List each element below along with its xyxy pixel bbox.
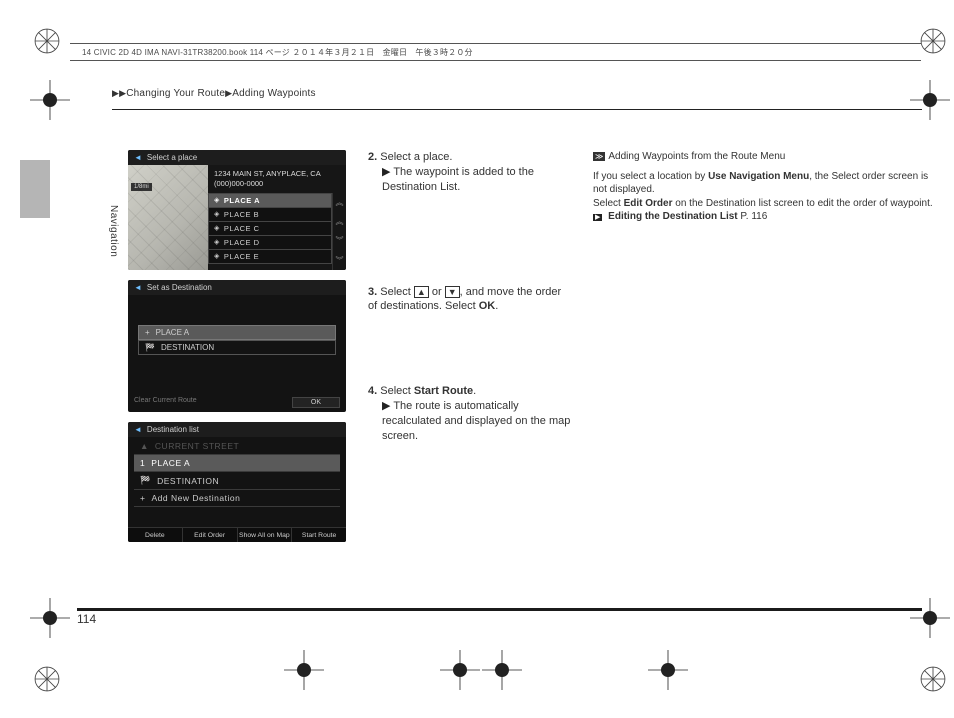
list-item[interactable]: ◈PLACE C <box>208 221 332 235</box>
reg-mark-icon <box>34 28 60 54</box>
section-tab <box>20 160 50 218</box>
list-item[interactable]: 🏁DESTINATION <box>138 340 336 355</box>
section-side-label: Navigation <box>108 205 119 257</box>
back-icon: ◄ <box>134 283 142 292</box>
edit-order-button[interactable]: Edit Order <box>183 528 238 542</box>
screenshot-destination-list: ◄Destination list ▲CURRENT STREET 1PLACE… <box>128 422 346 542</box>
list-item[interactable]: +Add New Destination <box>134 490 340 507</box>
clear-route-button[interactable]: Clear Current Route <box>134 397 197 408</box>
crosshair-icon <box>910 598 950 638</box>
step-2: 2. Select a place. ▶ The waypoint is add… <box>368 150 573 195</box>
list-item[interactable]: +PLACE A <box>138 325 336 340</box>
crosshair-icon <box>30 80 70 120</box>
breadcrumb: ▶▶Changing Your Route▶Adding Waypoints <box>112 88 922 110</box>
map-scale: 1/8mi <box>131 183 152 191</box>
crosshair-icon <box>648 650 688 690</box>
book-header: 14 CIVIC 2D 4D IMA NAVI-31TR38200.book 1… <box>70 43 921 61</box>
selected-address: 1234 MAIN ST, ANYPLACE, CA (000)000-0000 <box>208 165 346 193</box>
crosshair-icon <box>482 650 522 690</box>
step-3: 3. Select ▲ or ▼, and move the order of … <box>368 285 573 315</box>
list-item[interactable]: ◈PLACE B <box>208 207 332 221</box>
side-note: ≫Adding Waypoints from the Route Menu If… <box>593 150 933 542</box>
step-4: 4. Select Start Route. ▶ The route is au… <box>368 384 573 443</box>
reg-mark-icon <box>920 666 946 692</box>
page-number: 114 <box>77 612 96 626</box>
scroll-down-icon[interactable]: ︾ <box>332 251 346 270</box>
place-list: ◈PLACE A ◈PLACE B ◈PLACE C ◈PLACE D ◈PLA… <box>208 193 332 271</box>
list-item[interactable]: ◈PLACE E <box>208 249 332 264</box>
scroll-up-icon[interactable]: ︽ <box>332 212 346 231</box>
list-item[interactable]: ◈PLACE D <box>208 235 332 249</box>
reg-mark-icon <box>34 666 60 692</box>
screenshot-select-place: ◄Select a place 1/8mi 1234 MAIN ST, ANYP… <box>128 150 346 270</box>
list-item[interactable]: ◈PLACE A <box>208 193 332 207</box>
crosshair-icon <box>30 598 70 638</box>
map-thumbnail: 1/8mi <box>128 165 208 270</box>
list-item[interactable]: 🏁DESTINATION <box>134 472 340 490</box>
footer-rule <box>77 608 922 611</box>
back-icon: ◄ <box>134 153 142 162</box>
ok-button[interactable]: OK <box>292 397 340 408</box>
scroll-down-icon[interactable]: ︾ <box>332 231 346 250</box>
crosshair-icon <box>440 650 480 690</box>
list-item[interactable]: 1PLACE A <box>134 455 340 472</box>
reg-mark-icon <box>920 28 946 54</box>
delete-button[interactable]: Delete <box>128 528 183 542</box>
cross-reference-link[interactable]: ▶ Editing the Destination List P. 116 <box>593 211 767 222</box>
show-all-button[interactable]: Show All on Map <box>238 528 293 542</box>
crosshair-icon <box>284 650 324 690</box>
scroll-up-icon[interactable]: ︽ <box>332 193 346 212</box>
back-icon: ◄ <box>134 425 142 434</box>
list-item: ▲CURRENT STREET <box>134 438 340 455</box>
start-route-button[interactable]: Start Route <box>292 528 346 542</box>
screenshot-set-destination: ◄Set as Destination +PLACE A 🏁DESTINATIO… <box>128 280 346 412</box>
